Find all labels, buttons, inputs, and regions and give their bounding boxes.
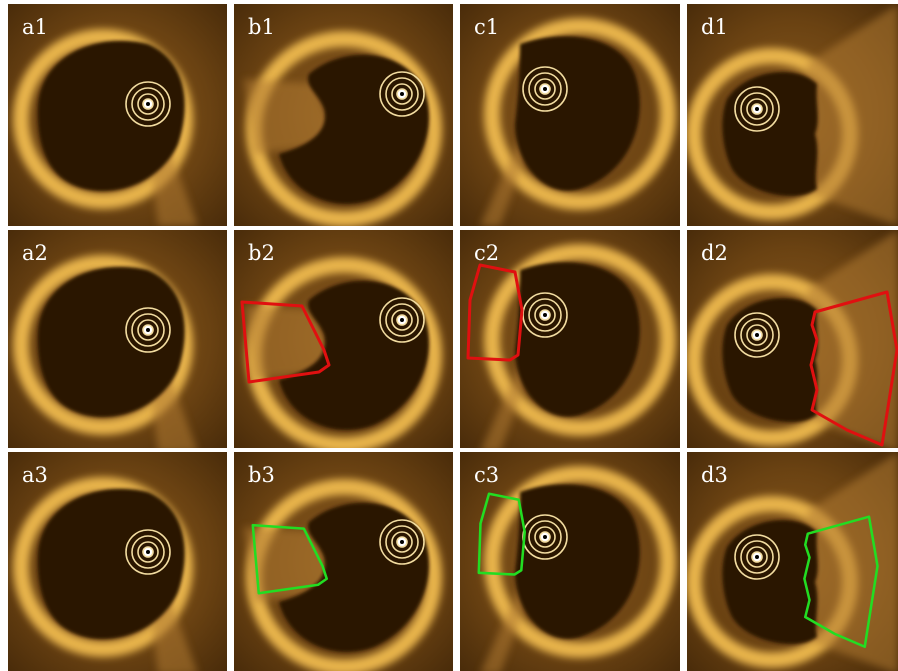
panel-label: d1	[701, 15, 728, 39]
page: a1b1c1d1a2b2c2d2a3b3c3d3 (() => { const …	[0, 0, 898, 671]
panel: c1	[460, 4, 680, 226]
figure: a1 b1 c1 d1 a2 b2 c2 d2 a3 b3 c3 d3	[0, 0, 898, 671]
panel-label: a3	[22, 463, 48, 487]
panel: c3	[460, 452, 680, 671]
panel-label: a2	[22, 241, 48, 265]
panel: b3	[234, 452, 453, 671]
panel: c2	[460, 230, 680, 452]
catheter-core	[400, 318, 404, 322]
catheter-core	[543, 313, 547, 317]
panel-label: c3	[474, 463, 499, 487]
panel: a2	[8, 230, 227, 452]
panel-label: d2	[701, 241, 728, 265]
catheter-core	[543, 535, 547, 539]
catheter-core	[400, 92, 404, 96]
catheter-core	[755, 333, 759, 337]
catheter-core	[543, 87, 547, 91]
panel-label: b2	[248, 241, 275, 265]
catheter-core	[755, 107, 759, 111]
panel-label: c1	[474, 15, 499, 39]
panel-label: b3	[248, 463, 275, 487]
catheter-core	[146, 550, 150, 554]
panel-label: a1	[22, 15, 48, 39]
catheter-core	[755, 555, 759, 559]
panel: d1	[687, 4, 898, 226]
panel: a1	[8, 4, 227, 226]
panel-label: d3	[701, 463, 728, 487]
panel: a3	[8, 452, 227, 671]
panel: b1	[234, 4, 453, 226]
panel-label: c2	[474, 241, 499, 265]
panel: b2	[234, 230, 453, 448]
panel: d2	[687, 230, 898, 452]
catheter-core	[146, 102, 150, 106]
catheter-core	[146, 328, 150, 332]
panel: d3	[687, 452, 898, 671]
panel-label: b1	[248, 15, 275, 39]
catheter-core	[400, 540, 404, 544]
